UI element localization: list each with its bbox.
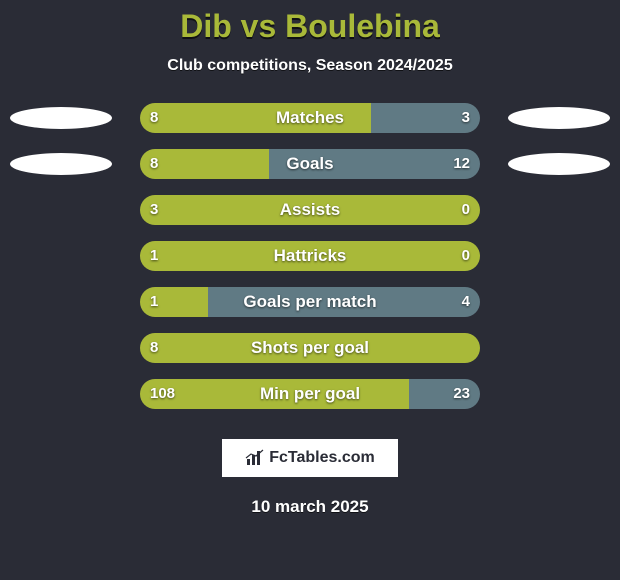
- bar-right: [409, 379, 480, 409]
- team-badge-left: [10, 153, 112, 175]
- bar-left: [140, 103, 371, 133]
- bar-left: [140, 241, 480, 271]
- infographic-date: 10 march 2025: [251, 497, 368, 517]
- stat-row: Hattricks10: [0, 241, 620, 271]
- bar-track: [140, 241, 480, 271]
- bars-icon: [245, 449, 265, 467]
- bar-right: [208, 287, 480, 317]
- stats-rows: Matches83 Goals812 Assists30 Hattricks10 Goa…: [0, 103, 620, 425]
- page-subtitle: Club competitions, Season 2024/2025: [167, 57, 452, 75]
- bar-track: [140, 103, 480, 133]
- team-badge-left: [10, 107, 112, 129]
- stat-row: Assists30: [0, 195, 620, 225]
- bar-track: [140, 195, 480, 225]
- logo-text: FcTables.com: [269, 449, 375, 467]
- team-badge-right: [508, 153, 610, 175]
- stat-row: Goals per match14: [0, 287, 620, 317]
- bar-left: [140, 287, 208, 317]
- bar-track: [140, 379, 480, 409]
- bar-left: [140, 333, 480, 363]
- bar-track: [140, 333, 480, 363]
- infographic-container: Dib vs Boulebina Club competitions, Seas…: [0, 0, 620, 580]
- bar-right: [269, 149, 480, 179]
- bar-left: [140, 149, 269, 179]
- bar-left: [140, 195, 480, 225]
- stat-row: Shots per goal8: [0, 333, 620, 363]
- fctables-logo: FcTables.com: [222, 439, 398, 477]
- team-badge-right: [508, 107, 610, 129]
- stat-row: Matches83: [0, 103, 620, 133]
- stat-row: Goals812: [0, 149, 620, 179]
- bar-track: [140, 149, 480, 179]
- page-title: Dib vs Boulebina: [180, 8, 440, 45]
- bar-track: [140, 287, 480, 317]
- bar-right: [371, 103, 480, 133]
- bar-left: [140, 379, 409, 409]
- stat-row: Min per goal10823: [0, 379, 620, 409]
